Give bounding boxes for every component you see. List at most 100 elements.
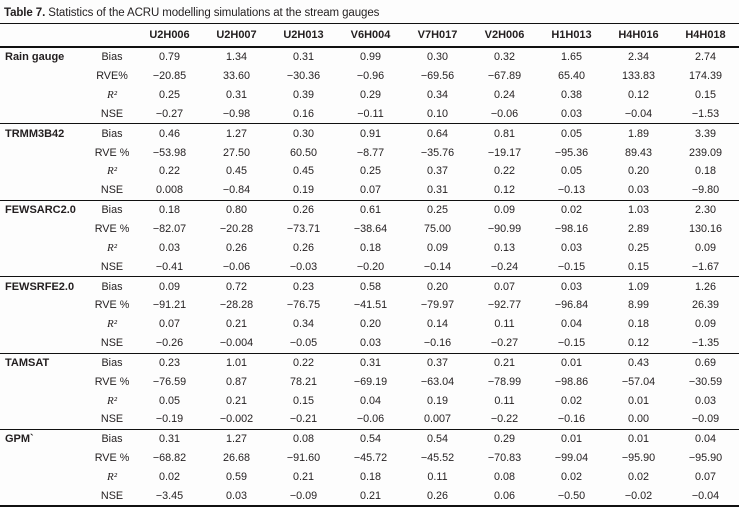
value-cell: −90.99 (487, 223, 522, 236)
value-cell: 0.07 (694, 470, 716, 483)
stat-label-cell: Bias (88, 46, 136, 67)
value-cell: −0.004 (219, 337, 254, 350)
group-name-cell (0, 449, 88, 468)
stat-label-cell: R² (106, 394, 118, 407)
stat-label-cell: RVE % (94, 223, 130, 236)
group-name-cell: TAMSAT (0, 352, 88, 373)
value-cell: 0.09 (136, 276, 203, 296)
value-cell: −76.75 (286, 299, 321, 312)
value-cell: 0.29 (359, 89, 381, 102)
value-cell: 0.22 (493, 165, 515, 178)
value-cell: −20.28 (219, 223, 254, 236)
table-row: FEWSRFE2.0 Bias 0.09 0.72 0.23 0.58 0.20 0.07 0.… (0, 276, 739, 296)
value-cell: 0.37 (426, 165, 448, 178)
value-cell: 0.18 (136, 199, 203, 220)
value-cell: −0.14 (423, 260, 452, 273)
value-cell: 0.18 (627, 318, 649, 331)
stat-label-cell: NSE (100, 260, 124, 273)
value-cell: 33.60 (222, 70, 251, 83)
value-cell: 0.11 (494, 394, 515, 407)
value-cell: −95.36 (554, 146, 589, 159)
value-cell: 2.34 (605, 46, 672, 67)
value-cell: 0.03 (359, 337, 381, 350)
table-row: RVE % −82.07 −20.28 −73.71 −38.64 75.00 −90.99… (0, 220, 739, 239)
column-header-h1h013: H1H013 (538, 23, 605, 48)
table-row: RVE % −91.21 −28.28 −76.75 −41.51 −79.97 −92.7… (0, 296, 739, 315)
value-cell: −91.60 (286, 452, 321, 465)
value-cell: 0.09 (694, 318, 716, 331)
table-row: RVE % −76.59 0.87 78.21 −69.19 −63.04 −78.99 −9… (0, 372, 739, 391)
group-name-cell: FEWSARC2.0 (0, 199, 88, 220)
value-cell: 1.34 (203, 46, 270, 67)
table-row: NSE −3.45 0.03 −0.09 0.21 0.26 0.06 −0.50 −0.02 −… (0, 486, 739, 506)
column-header-u2h007: U2H007 (203, 23, 270, 48)
value-cell: 0.59 (225, 470, 247, 483)
value-cell: 0.08 (270, 428, 337, 449)
value-cell: 0.02 (560, 470, 582, 483)
value-cell: 0.09 (694, 241, 716, 254)
value-cell: −0.84 (222, 184, 251, 197)
value-cell: 0.05 (560, 165, 582, 178)
value-cell: 0.12 (627, 89, 649, 102)
value-cell: −3.45 (155, 489, 184, 502)
group-name-cell (0, 257, 88, 276)
value-cell: 2.89 (627, 223, 649, 236)
value-cell: 0.99 (337, 46, 404, 67)
stat-label-cell: R² (106, 241, 118, 254)
group-name-cell (0, 162, 88, 181)
value-cell: 0.30 (404, 46, 471, 67)
value-cell: −0.16 (423, 337, 452, 350)
value-cell: 0.04 (560, 318, 582, 331)
value-cell: 0.07 (158, 318, 180, 331)
stat-label-cell: RVE % (94, 452, 130, 465)
value-cell: 26.68 (222, 452, 251, 465)
value-cell: 0.15 (292, 394, 314, 407)
value-cell: 0.20 (359, 318, 381, 331)
caption-text: Statistics of the ACRU modelling simulat… (45, 7, 380, 19)
value-cell: 0.38 (560, 89, 582, 102)
group-name-cell (0, 296, 88, 315)
value-cell: −45.72 (353, 452, 388, 465)
value-cell: 0.19 (426, 394, 448, 407)
value-cell: −0.03 (289, 260, 318, 273)
stat-label-cell: NSE (100, 337, 124, 350)
value-cell: 75.00 (423, 223, 452, 236)
value-cell: −70.83 (487, 452, 522, 465)
value-cell: 0.31 (426, 184, 448, 197)
group-name-cell: Rain gauge (0, 46, 88, 67)
value-cell: 0.02 (538, 199, 605, 220)
value-cell: 1.27 (203, 428, 270, 449)
value-cell: −30.36 (286, 70, 321, 83)
value-cell: 0.15 (694, 89, 716, 102)
value-cell: 0.91 (337, 123, 404, 144)
value-cell: 0.46 (136, 123, 203, 144)
value-cell: −53.98 (152, 146, 187, 159)
value-cell: 0.45 (225, 165, 247, 178)
table-row: R² 0.05 0.21 0.15 0.04 0.19 0.11 0.02 0.01 0.03 (0, 391, 739, 410)
corner-cell-stat (88, 23, 136, 48)
value-cell: 1.26 (672, 276, 739, 296)
value-cell: 0.20 (404, 276, 471, 296)
value-cell: −0.09 (289, 489, 318, 502)
group-name-cell (0, 220, 88, 239)
value-cell: 3.39 (672, 123, 739, 144)
table-row: R² 0.22 0.45 0.45 0.25 0.37 0.22 0.05 0.20 0.18 (0, 162, 739, 181)
table-row: GPM` Bias 0.31 1.27 0.08 0.54 0.54 0.29 0.01 0.01… (0, 428, 739, 449)
value-cell: −30.59 (688, 375, 723, 388)
table-row: R² 0.25 0.31 0.39 0.29 0.34 0.24 0.38 0.12 0.15 (0, 86, 739, 105)
stat-label-cell: NSE (100, 184, 124, 197)
table-row: NSE 0.008 −0.84 0.19 0.07 0.31 0.12 −0.13 0.03 −9… (0, 181, 739, 200)
column-header-h4h018: H4H018 (672, 23, 739, 48)
value-cell: −57.04 (621, 375, 656, 388)
value-cell: −0.96 (356, 70, 385, 83)
group-name-cell (0, 391, 88, 410)
stat-label-cell: NSE (100, 413, 124, 426)
value-cell: −0.98 (222, 107, 251, 120)
value-cell: 0.26 (292, 241, 314, 254)
value-cell: 0.29 (471, 428, 538, 449)
value-cell: −78.99 (487, 375, 522, 388)
column-header-u2h013: U2H013 (270, 23, 337, 48)
value-cell: 0.54 (337, 428, 404, 449)
stat-label-cell: NSE (100, 489, 124, 502)
stat-label-cell: R² (106, 318, 118, 331)
